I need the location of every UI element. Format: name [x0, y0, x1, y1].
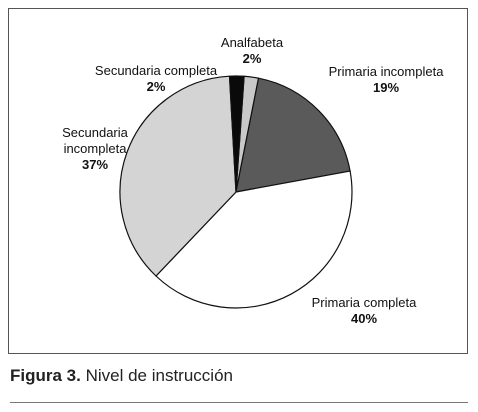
figure-caption: Figura 3. Nivel de instrucción: [10, 366, 233, 386]
slice-value-label: 19%: [373, 80, 399, 95]
slice-label: Secundaria completa: [95, 63, 218, 78]
slice-value-label: 37%: [82, 157, 108, 172]
slice-label: Primaria incompleta: [329, 64, 445, 79]
slice-label: Secundaria: [62, 125, 129, 140]
slice-label: Primaria completa: [312, 295, 418, 310]
slice-value-label: 40%: [351, 311, 377, 326]
slice-value-label: 2%: [147, 79, 166, 94]
pie-slice-primaria-completa: [155, 170, 353, 309]
figure-caption-text: Nivel de instrucción: [80, 366, 233, 385]
chart-frame: Analfabeta 2% Primaria incompleta 19% Primar…: [8, 8, 468, 354]
slice-label: Analfabeta: [221, 35, 284, 50]
pie-slice-secundaria-completa: [228, 75, 245, 193]
figure-number: Figura 3.: [10, 366, 81, 385]
slice-label: incompleta: [64, 141, 128, 156]
slice-value-label: 2%: [243, 51, 262, 66]
pie-slice-primaria-incompleta: [235, 77, 351, 193]
pie-slice-secundaria-incompleta: [119, 75, 237, 277]
divider: [10, 402, 468, 403]
